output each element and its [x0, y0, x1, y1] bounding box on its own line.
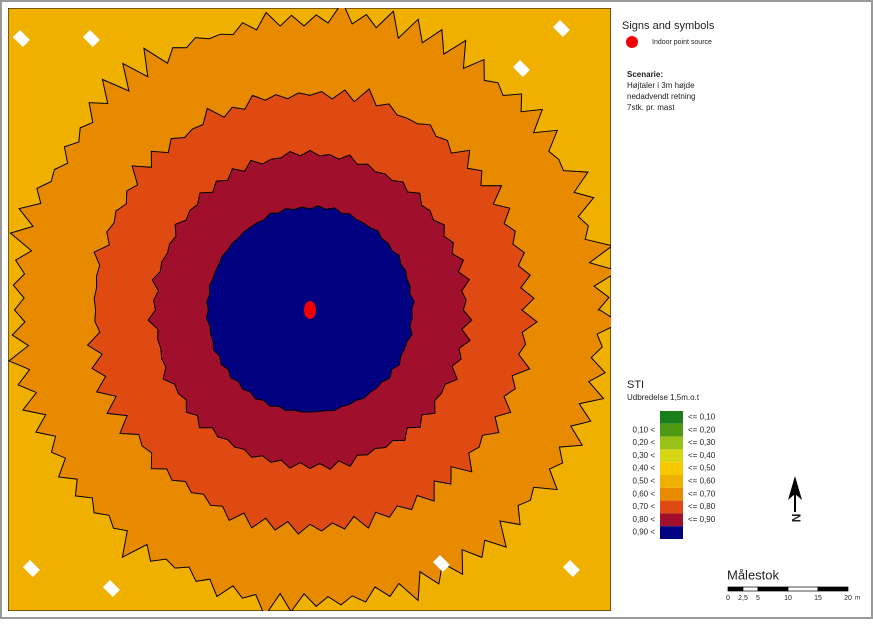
building-gap — [102, 580, 120, 597]
building-gap — [432, 554, 450, 572]
legend-from: 0,50 < — [633, 477, 656, 486]
legend-from: 0,70 < — [633, 502, 656, 511]
scale-unit: m — [855, 596, 860, 602]
legend-from: 0,30 < — [633, 451, 656, 460]
legend-from: 0,80 < — [633, 515, 656, 524]
legend-swatch — [660, 487, 683, 501]
north-arrow — [788, 476, 802, 500]
scale-tick-label: 5 — [756, 595, 760, 602]
scale-tick-label: 20 — [844, 595, 852, 602]
legend-swatch — [660, 423, 683, 437]
legend-swatch — [660, 449, 683, 463]
building-gap — [82, 29, 100, 47]
legend-to: <= 0,60 — [688, 477, 716, 486]
building-gap — [562, 560, 580, 577]
legend-to: <= 0,10 — [688, 413, 716, 422]
map — [8, 8, 611, 611]
legend-swatch — [660, 475, 683, 488]
side-panel: Signs and symbols Indoor point source Sc… — [622, 20, 860, 602]
source-symbol — [626, 36, 638, 48]
legend-swatch — [660, 411, 683, 424]
legend-from: 0,90 < — [633, 528, 656, 537]
sti-title: STI — [627, 379, 644, 391]
scale-segment — [787, 586, 819, 592]
building-gap — [22, 560, 40, 577]
scale-segment — [742, 586, 759, 592]
scenario-line: nedadvendt retning — [627, 92, 696, 101]
scenario-line: 7stk. pr. mast — [627, 103, 675, 112]
legend-swatch — [660, 462, 683, 475]
legend-to: <= 0,90 — [688, 515, 716, 524]
scenario-heading: Scenarie: — [627, 70, 663, 79]
legend-swatch — [660, 526, 683, 539]
building-gap — [552, 20, 570, 37]
source-point — [304, 301, 316, 319]
legend-to: <= 0,40 — [688, 451, 716, 460]
scale-tick-label: 2,5 — [738, 595, 748, 602]
building-gap — [512, 60, 530, 77]
legend-from: 0,20 < — [633, 438, 656, 447]
legend-to: <= 0,50 — [688, 464, 716, 473]
legend-swatch — [660, 436, 683, 450]
scale-tick-label: 10 — [784, 595, 792, 602]
legend-swatch — [660, 500, 683, 514]
legend-to: <= 0,80 — [688, 502, 716, 511]
scale-segment — [817, 586, 849, 592]
legend-from: 0,10 < — [633, 425, 656, 434]
building-gap — [12, 29, 30, 47]
legend-to: <= 0,20 — [688, 425, 716, 434]
scale-tick-label: 15 — [814, 595, 822, 602]
sti-subtitle: Udbredelse 1,5m.o.t — [627, 393, 700, 402]
source-label: Indoor point source — [652, 39, 712, 46]
legend-to: <= 0,30 — [688, 438, 716, 447]
legend-title: Signs and symbols — [622, 20, 715, 32]
legend-from: 0,60 < — [633, 489, 656, 498]
legend-to: <= 0,70 — [688, 489, 716, 498]
north-label: N — [789, 514, 803, 523]
scenario-line: Højtaler i 3m højde — [627, 81, 695, 90]
scale-segment — [727, 586, 744, 592]
legend-swatch — [660, 513, 683, 527]
scale-segment — [757, 586, 789, 592]
scale-tick-label: 0 — [726, 595, 730, 602]
legend-from: 0,40 < — [633, 464, 656, 473]
scale-title: Målestok — [727, 567, 780, 582]
